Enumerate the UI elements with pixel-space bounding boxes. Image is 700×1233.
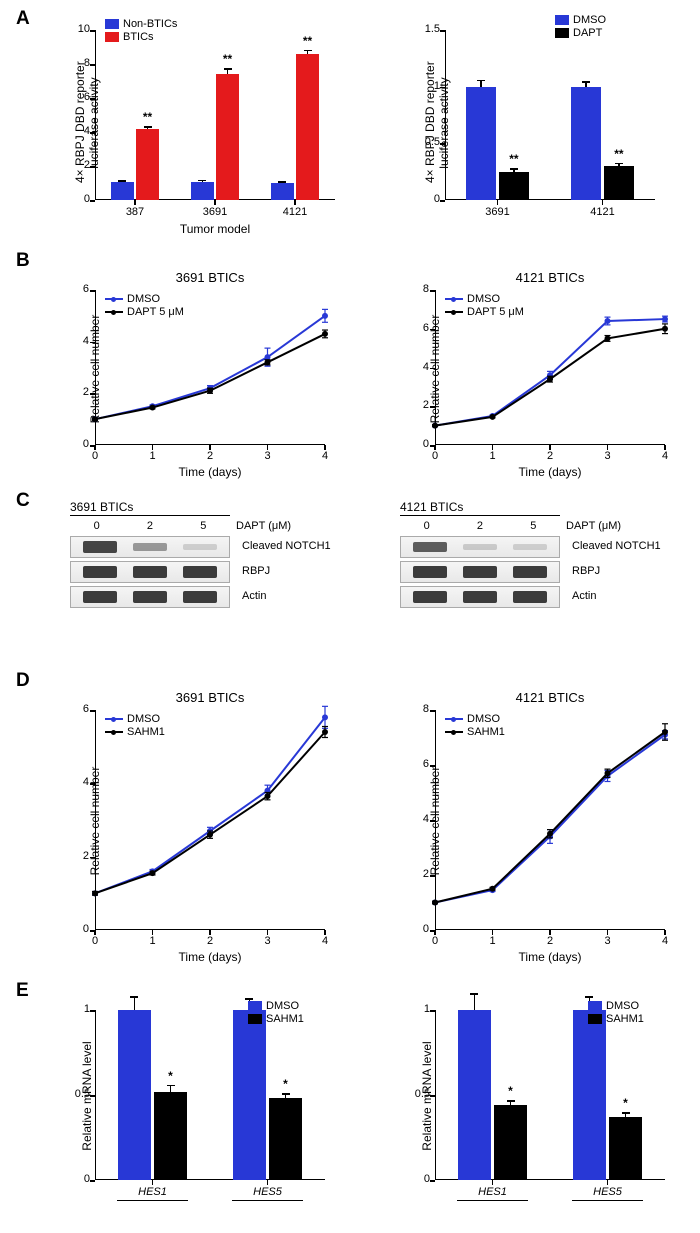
bar [233,1010,265,1180]
bar [154,1092,186,1180]
y-axis-label: Relative mRNA level [420,1036,434,1156]
line-svg [95,710,325,930]
legend: DMSOSAHM1 [105,713,165,739]
bar [269,1098,301,1180]
blot-row [400,586,560,608]
bar [571,87,600,200]
legend: DMSOSAHM1 [445,713,505,739]
x-axis-label: Time (days) [435,950,665,964]
legend: DMSODAPT 5 μM [105,293,184,319]
bar [118,1010,150,1180]
blot-row [400,561,560,583]
panel-label-b: B [16,250,30,272]
legend: DMSODAPT 5 μM [445,293,524,319]
y-axis-label: 4× RBPJ DBD reporterluciferase activity [423,63,451,183]
legend: Non-BTICsBTICs [105,18,177,44]
legend: DMSODAPT [555,14,606,40]
bar [573,1010,605,1180]
panel-label-c: C [16,490,30,512]
bar [111,182,133,200]
bar [216,74,238,200]
bar [499,172,528,200]
blot-row [70,561,230,583]
bar [604,166,633,200]
panel-label-e: E [16,980,29,1002]
blot-row [70,586,230,608]
blot-row [400,536,560,558]
x-axis-label: Time (days) [435,465,665,479]
bar [271,183,293,200]
bar [609,1117,641,1180]
panel-label-d: D [16,670,30,692]
bar [466,87,495,200]
legend: DMSOSAHM1 [248,1000,304,1026]
x-axis-label: Time (days) [95,465,325,479]
legend: DMSOSAHM1 [588,1000,644,1026]
bar [191,182,213,200]
bar [494,1105,526,1180]
x-axis-label: Time (days) [95,950,325,964]
y-axis-label: 4× RBPJ DBD reporterluciferase activity [73,63,101,183]
blot-row [70,536,230,558]
line-svg [435,710,665,930]
y-axis-label: Relative mRNA level [80,1036,94,1156]
bar [458,1010,490,1180]
panel-label-a: A [16,8,30,30]
bar [296,54,318,200]
bar [136,129,158,200]
